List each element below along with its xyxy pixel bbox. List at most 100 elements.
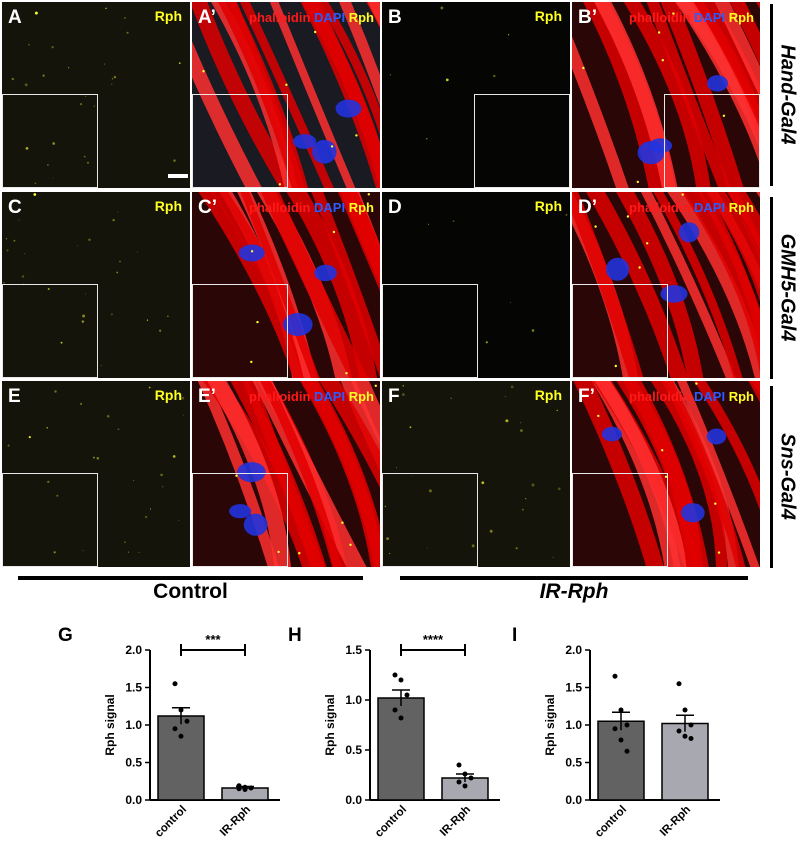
inset-box <box>572 284 668 378</box>
inset-box <box>572 473 668 567</box>
data-point <box>618 707 624 713</box>
micro-panel-D2: D’ phalloidin DAPI Rph <box>572 192 760 378</box>
channel-label-phalloidin: phalloidin <box>249 10 311 25</box>
row-label-gmh5: GMH5-Gal4 <box>776 233 799 342</box>
channel-legend: phalloidin DAPI Rph <box>249 200 374 215</box>
panel-letter: F <box>388 386 400 407</box>
data-point <box>236 786 242 792</box>
y-tick-label: 0.0 <box>125 793 142 807</box>
row-bar-hand <box>770 4 773 186</box>
data-point <box>624 748 630 754</box>
x-tick-label: IR-Rph <box>218 804 253 839</box>
scale-bar <box>168 174 188 178</box>
data-point <box>404 692 410 698</box>
channel-legend: phalloidin DAPI Rph <box>629 389 754 404</box>
inset-box <box>192 94 288 188</box>
bar-control <box>597 720 645 801</box>
data-point <box>468 775 474 781</box>
data-point <box>618 737 624 743</box>
micro-panel-C: C Rph <box>2 192 190 378</box>
inset-box <box>2 473 98 567</box>
bar-chart-I: 0.0 0.5 1.0 1.5 2.0 Rph signal control IR-Rph <box>543 643 720 840</box>
channel-label-dapi: DAPI <box>694 389 726 404</box>
y-tick-label: 2.0 <box>565 643 582 657</box>
panel-letter: B <box>388 7 402 28</box>
bar-control <box>377 697 425 801</box>
channel-label-phalloidin: phalloidin <box>629 389 691 404</box>
panel-letter: F’ <box>578 386 595 407</box>
micro-panel-D: D Rph <box>382 192 570 378</box>
inset-box <box>382 284 478 378</box>
panel-letter-G: G <box>58 625 73 646</box>
data-point <box>462 783 468 789</box>
y-axis-label: Rph signal <box>103 694 117 755</box>
inset-box <box>2 94 98 188</box>
data-point <box>172 681 178 687</box>
data-point <box>612 673 618 679</box>
data-point <box>682 733 688 739</box>
channel-legend: phalloidin DAPI Rph <box>249 10 374 25</box>
micro-panel-E: E Rph <box>2 381 190 567</box>
data-point <box>456 779 462 785</box>
data-point <box>676 728 682 734</box>
inset-box <box>2 284 98 378</box>
channel-label-rph: Rph <box>154 198 182 214</box>
x-tick-label: control <box>153 804 189 840</box>
significance-label: **** <box>423 632 444 647</box>
panel-letter: B’ <box>578 7 597 28</box>
micro-panel-A: A Rph <box>2 2 190 188</box>
micro-panel-E2: E’ phalloidin DAPI Rph <box>192 381 380 567</box>
bar-control <box>157 715 205 801</box>
channel-label-phalloidin: phalloidin <box>629 200 691 215</box>
channel-label-rph: Rph <box>348 200 374 215</box>
channel-legend: phalloidin DAPI Rph <box>629 10 754 25</box>
y-tick-label: 1.0 <box>565 718 582 732</box>
group-bar-control <box>18 576 363 580</box>
panel-letter: C’ <box>198 197 217 218</box>
y-tick-label: 0.0 <box>565 793 582 807</box>
data-point <box>248 785 254 791</box>
channel-label-rph: Rph <box>154 387 182 403</box>
channel-label-rph: Rph <box>154 8 182 24</box>
x-tick-label: control <box>373 804 409 840</box>
channel-label-rph: Rph <box>728 389 754 404</box>
data-point <box>676 681 682 687</box>
data-point <box>624 722 630 728</box>
channel-label-dapi: DAPI <box>314 389 346 404</box>
inset-box <box>474 94 570 188</box>
panel-letter: C <box>8 197 22 218</box>
x-tick-label: control <box>593 804 629 840</box>
y-axis-label: Rph signal <box>323 694 337 755</box>
row-label-sns: Sns-Gal4 <box>776 433 799 520</box>
micro-panel-A2: A’ phalloidin DAPI Rph <box>192 2 380 188</box>
data-point <box>242 787 248 792</box>
data-point <box>612 726 618 732</box>
panel-letter: D <box>388 197 402 218</box>
data-point <box>456 762 462 768</box>
data-point <box>392 707 398 713</box>
micro-panel-F2: F’ phalloidin DAPI Rph <box>572 381 760 567</box>
y-tick-label: 0.0 <box>345 793 362 807</box>
significance-label: *** <box>205 632 221 647</box>
y-tick-label: 1.5 <box>565 681 582 695</box>
row-bar-gmh5 <box>770 197 773 379</box>
panel-letter: E’ <box>198 386 216 407</box>
data-point <box>398 715 404 721</box>
x-tick-label: IR-Rph <box>658 804 693 839</box>
row-label-hand: Hand-Gal4 <box>776 44 799 145</box>
y-tick-label: 1.5 <box>345 643 362 657</box>
data-point <box>392 672 398 678</box>
panel-letter: A <box>8 7 22 28</box>
inset-box <box>192 473 288 567</box>
y-axis-label: Rph signal <box>543 694 557 755</box>
panel-letter: A’ <box>198 7 216 28</box>
data-point <box>688 736 694 741</box>
channel-label-dapi: DAPI <box>694 200 726 215</box>
data-point <box>462 771 468 777</box>
panel-letter: E <box>8 386 21 407</box>
data-point <box>682 707 688 713</box>
channel-label-rph: Rph <box>534 8 562 24</box>
micro-panel-B: B Rph <box>382 2 570 188</box>
group-bar-ir <box>400 576 748 580</box>
channel-label-rph: Rph <box>728 200 754 215</box>
